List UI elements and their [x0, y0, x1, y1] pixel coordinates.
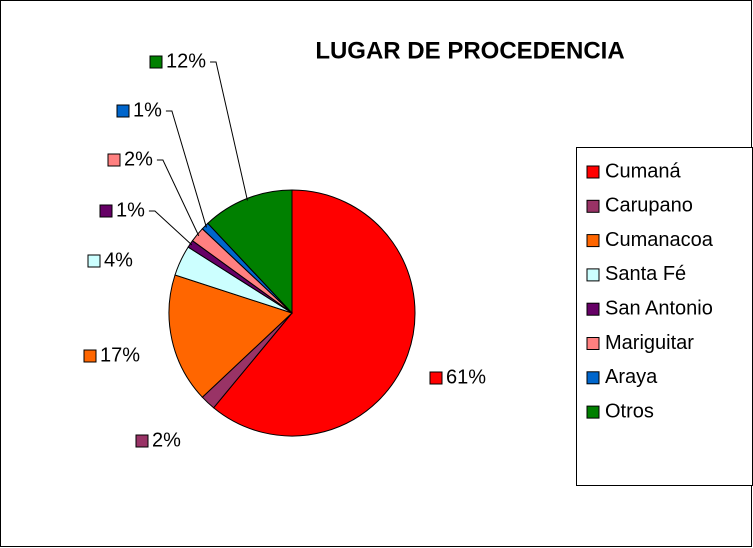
legend-label: Otros — [605, 400, 654, 422]
legend-label: San Antonio — [605, 297, 713, 319]
data-label: 4% — [104, 249, 133, 271]
label-swatch — [429, 371, 443, 385]
label-swatch — [135, 434, 149, 448]
legend-swatch — [586, 337, 600, 350]
leader-line — [165, 110, 207, 228]
legend-swatch — [586, 371, 600, 385]
legend-swatch — [586, 165, 600, 179]
legend-swatch — [586, 268, 600, 282]
label-swatch — [83, 349, 97, 363]
legend-label: Santa Fé — [605, 263, 686, 285]
legend-swatch — [586, 199, 600, 213]
leader-line — [156, 159, 200, 237]
chart-title: LUGAR DE PROCEDENCIA — [315, 37, 624, 64]
legend-label: Carupano — [605, 195, 693, 217]
legend-swatch — [586, 302, 600, 316]
label-swatch — [87, 254, 101, 268]
legend-label: Cumaná — [605, 160, 681, 182]
pie-slice — [168, 274, 293, 398]
legend-label: Cumanacoa — [605, 229, 714, 251]
label-swatch — [107, 153, 121, 167]
legend-label: Araya — [605, 366, 658, 388]
legend-box — [576, 147, 753, 486]
data-label: 1% — [133, 99, 162, 121]
legend-swatch — [586, 234, 600, 248]
data-label: 2% — [124, 148, 153, 170]
legend-label: Mariguitar — [605, 332, 694, 354]
pie-slice — [212, 189, 416, 437]
legend-swatch — [586, 405, 600, 419]
data-label: 61% — [446, 366, 486, 388]
data-label: 2% — [152, 429, 181, 451]
data-label: 1% — [116, 199, 145, 221]
leader-line — [210, 61, 248, 201]
data-label: 12% — [166, 50, 206, 72]
leader-line — [148, 210, 193, 246]
data-label: 17% — [100, 344, 140, 366]
label-swatch — [99, 204, 113, 218]
label-swatch — [149, 55, 163, 69]
label-swatch — [116, 104, 130, 118]
